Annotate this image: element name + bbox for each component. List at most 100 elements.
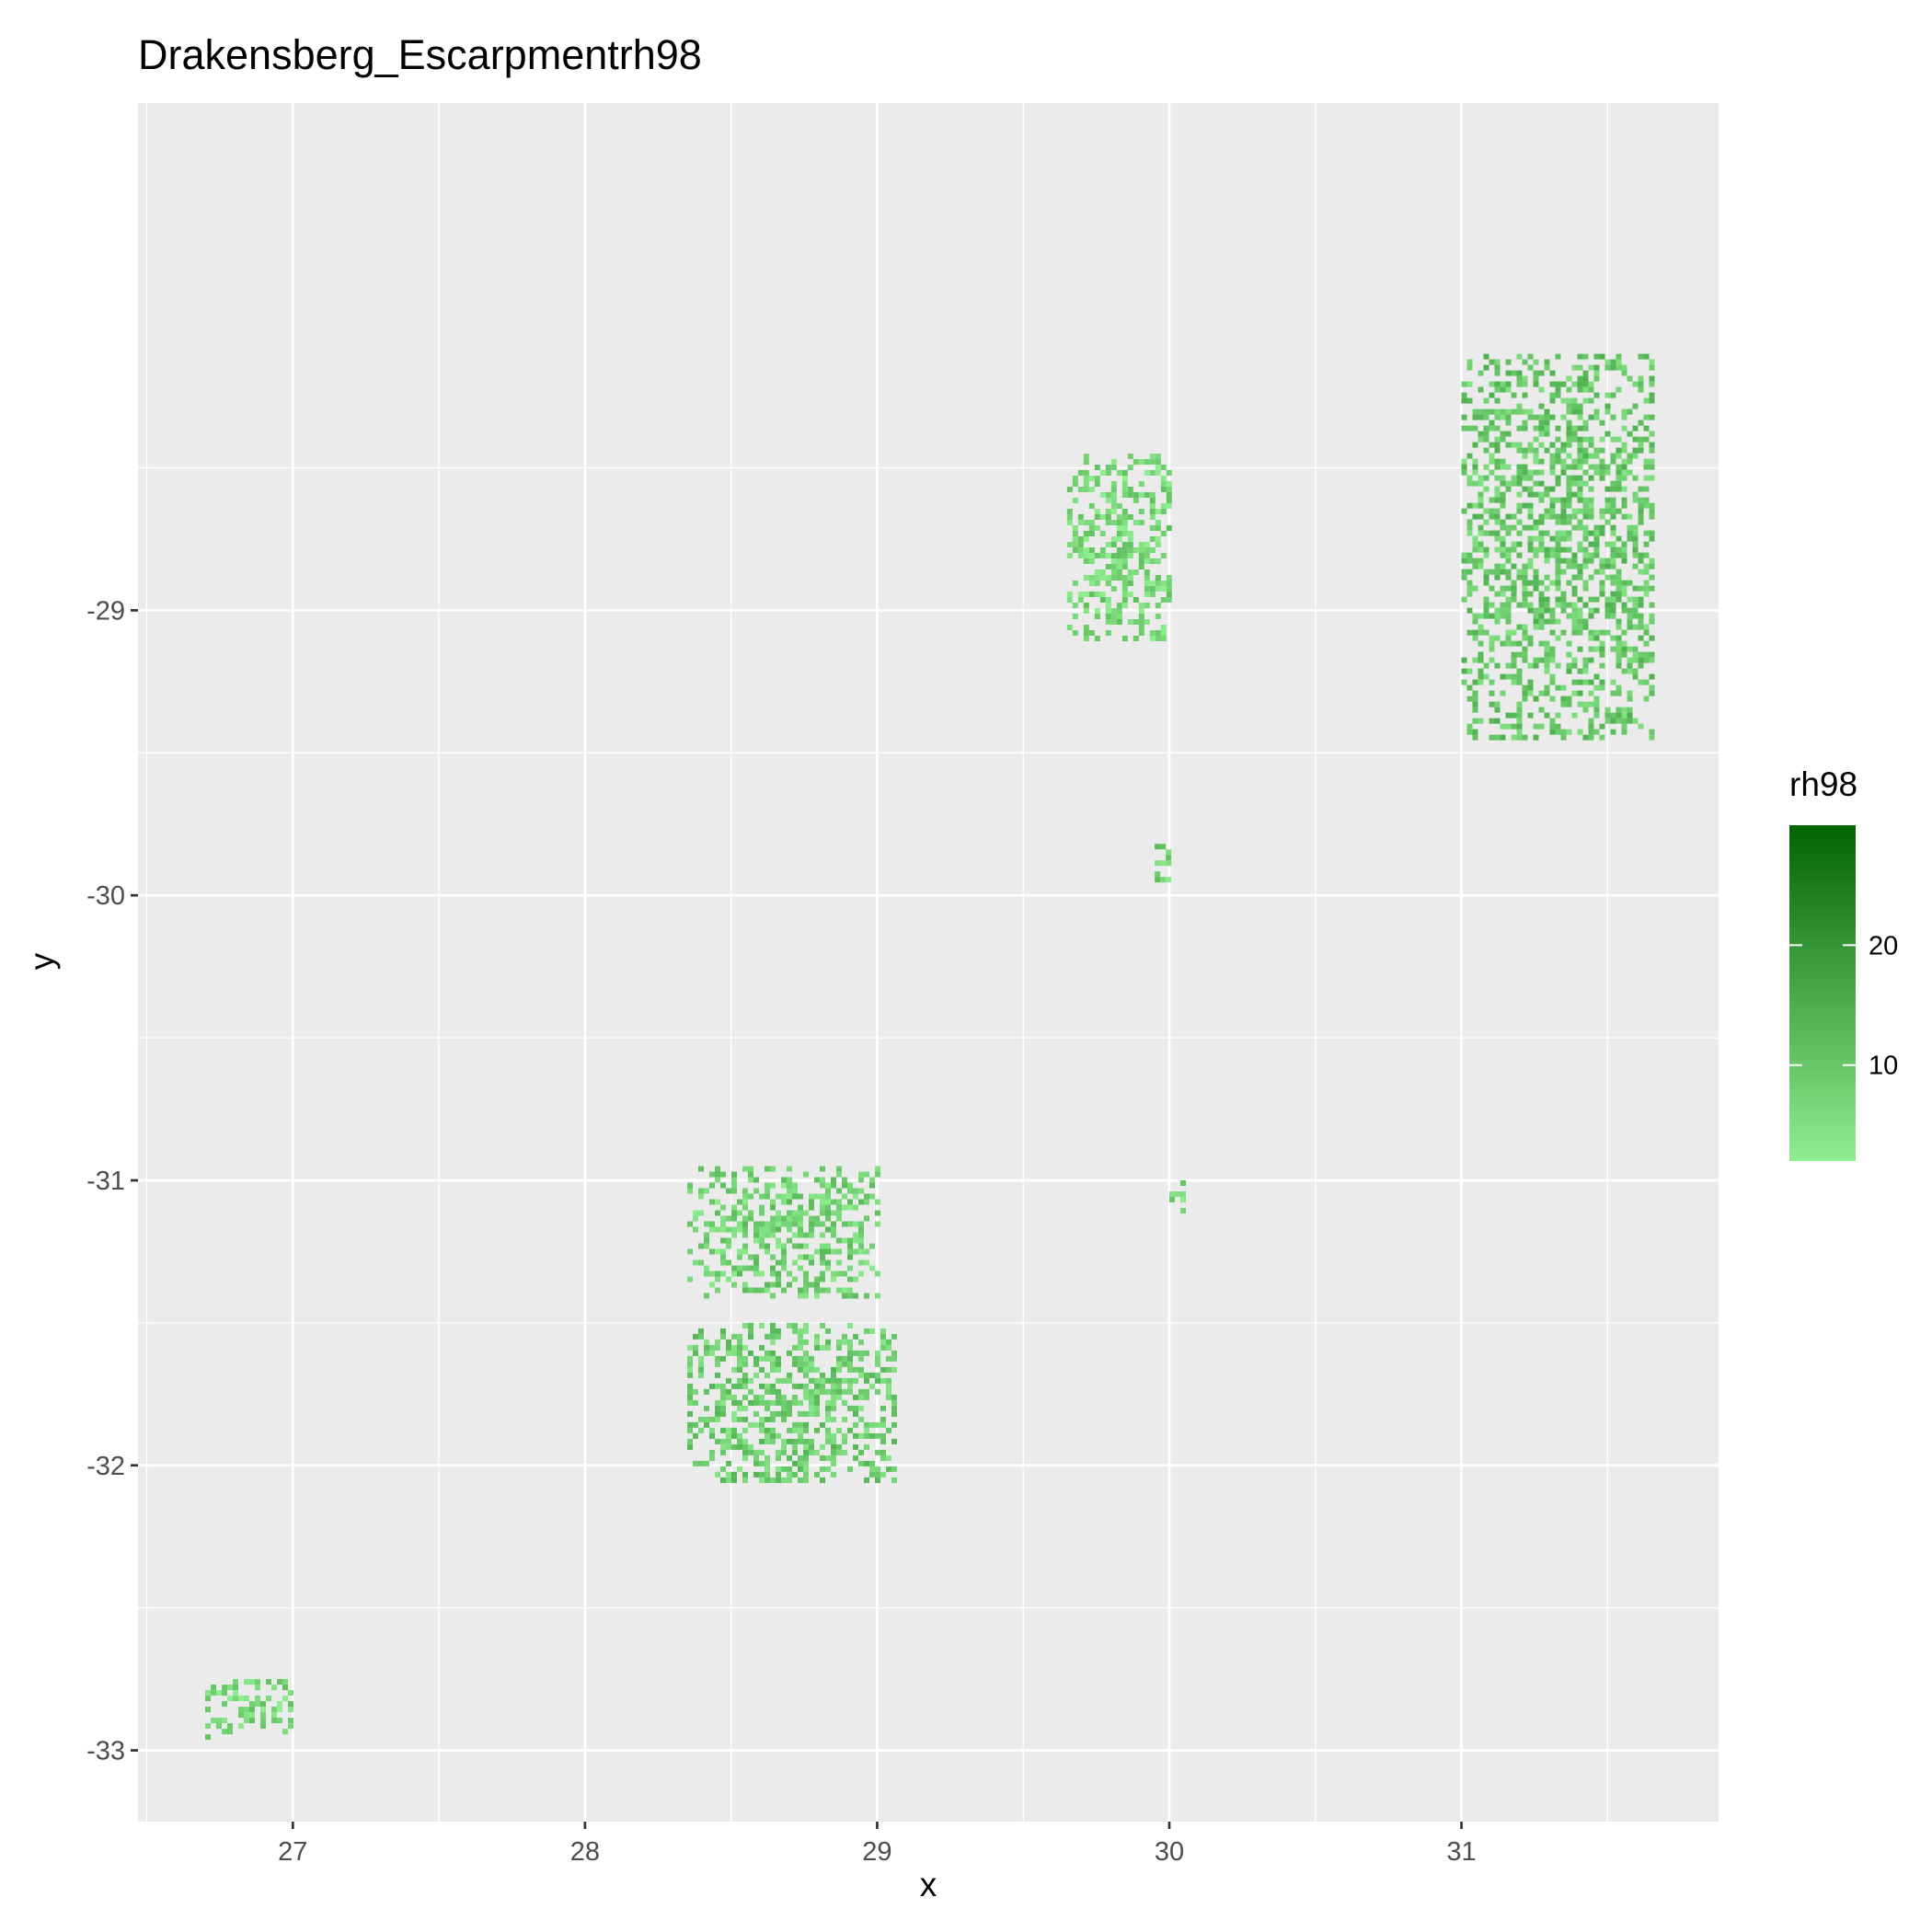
raster-cell [1083,531,1089,536]
raster-cell [1494,486,1501,492]
raster-cell [803,1443,809,1450]
raster-cell [1533,723,1539,730]
raster-cell [698,1188,704,1194]
raster-cell [737,1377,742,1384]
raster-cell [787,1282,792,1288]
raster-cell [1582,563,1589,569]
raster-cell [1461,668,1467,674]
raster-cell [1511,651,1517,658]
raster-cell [798,1226,803,1233]
raster-cell [891,1399,897,1406]
raster-cell [1632,596,1639,603]
raster-cell [1593,364,1600,371]
raster-cell [759,1394,765,1400]
y-axis-label: y [23,952,61,970]
raster-cell [847,1204,853,1211]
raster-cell [1627,431,1633,437]
raster-cell [1616,718,1622,724]
raster-cell [742,1455,748,1461]
raster-cell [864,1421,869,1428]
raster-cell [1478,497,1484,503]
raster-cell [1505,596,1512,603]
raster-cell [1638,502,1644,509]
raster-cell [1571,364,1578,371]
raster-cell [1555,480,1561,487]
raster-cell [1489,657,1495,663]
raster-cell [698,1460,704,1466]
raster-cell [1494,447,1501,454]
raster-cell [1166,597,1172,603]
raster-cell [1516,408,1523,415]
raster-cell [781,1443,787,1450]
raster-cell [1566,651,1572,658]
raster-cell [693,1399,698,1406]
raster-cell [1599,524,1605,531]
raster-cell [1094,481,1100,487]
raster-cell [737,1466,742,1472]
raster-cell [798,1355,803,1362]
raster-cell [1610,486,1616,492]
raster-cell [1105,520,1111,525]
raster-cell [1566,701,1572,707]
raster-cell [1621,668,1627,674]
raster-cell [1599,684,1605,691]
raster-cell [1582,585,1589,592]
raster-cell [1588,613,1594,619]
raster-cell [715,1210,720,1216]
raster-cell [1566,403,1572,409]
raster-cell [1121,592,1128,597]
raster-cell [1577,701,1583,707]
raster-cell [792,1344,798,1351]
raster-cell [1549,513,1556,520]
raster-cell [858,1432,864,1439]
raster-cell [753,1265,759,1271]
raster-cell [831,1372,836,1378]
raster-cell [776,1226,781,1233]
raster-cell [753,1460,759,1466]
raster-cell [1538,591,1545,597]
raster-cell [1072,481,1078,487]
raster-cell [1632,602,1639,608]
raster-cell [282,1685,288,1691]
raster-cell [831,1276,836,1282]
raster-cell [1566,397,1572,404]
raster-cell [886,1366,891,1373]
raster-cell [1500,381,1506,387]
raster-cell [255,1696,260,1702]
raster-cell [1505,723,1512,730]
raster-cell [1621,541,1627,547]
raster-cell [781,1254,787,1260]
raster-cell [1533,624,1539,630]
raster-cell [1505,420,1512,426]
raster-cell [1149,636,1156,641]
raster-cell [842,1333,847,1340]
raster-cell [1571,574,1578,581]
raster-cell [1088,581,1095,586]
raster-cell [820,1455,825,1461]
raster-cell [1566,546,1572,553]
raster-cell [1121,553,1128,558]
raster-cell [803,1287,809,1294]
raster-cell [1500,386,1506,393]
raster-cell [742,1344,748,1351]
raster-cell [875,1171,880,1178]
raster-cell [266,1696,271,1702]
raster-cell [1549,392,1556,398]
raster-cell [1555,684,1561,691]
raster-cell [1516,469,1523,476]
raster-cell [1538,541,1545,547]
raster-cell [1472,585,1478,592]
raster-cell [704,1416,709,1422]
raster-cell [1144,553,1150,558]
raster-cell [842,1293,847,1299]
raster-cell [1560,397,1567,404]
raster-cell [853,1293,858,1299]
raster-cell [1066,592,1073,597]
raster-cell [687,1438,693,1444]
raster-cell [831,1210,836,1216]
raster-cell [1610,414,1616,420]
raster-cell [891,1466,897,1472]
raster-cell [709,1432,715,1439]
raster-cell [1593,646,1600,652]
raster-cell [1160,586,1167,592]
